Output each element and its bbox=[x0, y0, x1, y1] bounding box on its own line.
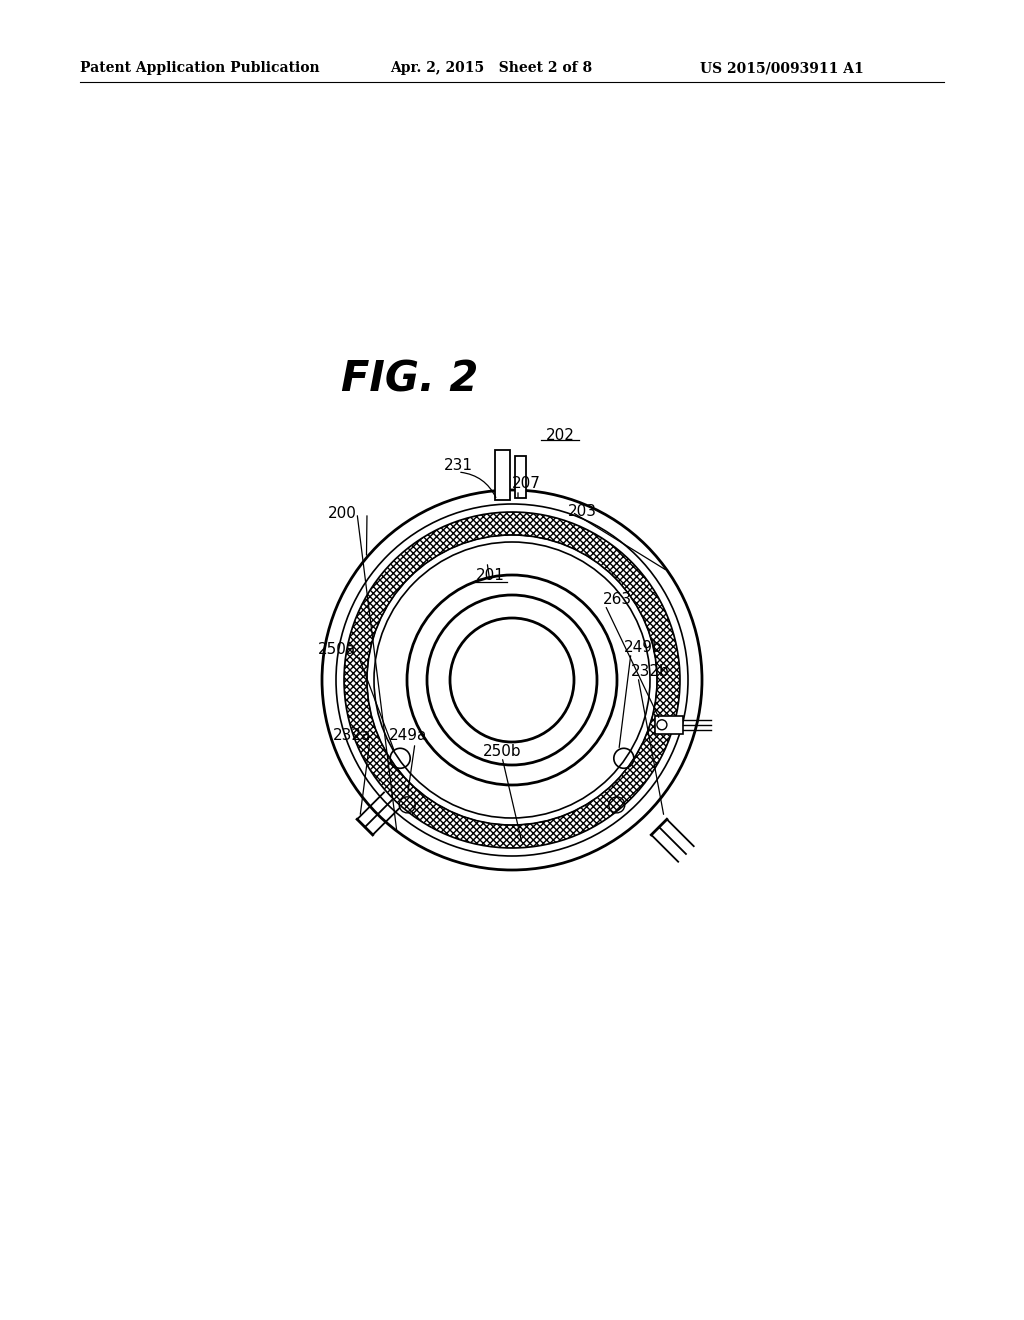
Text: 250b: 250b bbox=[482, 744, 521, 759]
FancyBboxPatch shape bbox=[655, 715, 683, 734]
Text: FIG. 2: FIG. 2 bbox=[341, 359, 478, 401]
Text: 249b: 249b bbox=[624, 640, 663, 656]
Circle shape bbox=[450, 618, 574, 742]
Text: 207: 207 bbox=[512, 475, 541, 491]
Circle shape bbox=[317, 484, 707, 875]
Wedge shape bbox=[407, 576, 617, 785]
Circle shape bbox=[450, 618, 574, 742]
Wedge shape bbox=[336, 504, 688, 855]
Wedge shape bbox=[344, 512, 680, 847]
Text: 250a: 250a bbox=[317, 643, 356, 657]
Wedge shape bbox=[374, 543, 650, 818]
Text: 203: 203 bbox=[567, 504, 597, 520]
Text: 249a: 249a bbox=[389, 727, 427, 742]
Text: 202: 202 bbox=[546, 428, 574, 442]
FancyBboxPatch shape bbox=[514, 455, 525, 498]
Text: US 2015/0093911 A1: US 2015/0093911 A1 bbox=[700, 61, 864, 75]
Text: Patent Application Publication: Patent Application Publication bbox=[80, 61, 319, 75]
Text: 232b: 232b bbox=[631, 664, 670, 680]
Text: Apr. 2, 2015   Sheet 2 of 8: Apr. 2, 2015 Sheet 2 of 8 bbox=[390, 61, 592, 75]
Text: 200: 200 bbox=[328, 506, 356, 520]
Text: 263: 263 bbox=[602, 593, 632, 607]
Text: 232a: 232a bbox=[333, 727, 371, 742]
Text: 231: 231 bbox=[443, 458, 472, 473]
Text: 201: 201 bbox=[475, 568, 505, 582]
FancyBboxPatch shape bbox=[495, 450, 510, 500]
